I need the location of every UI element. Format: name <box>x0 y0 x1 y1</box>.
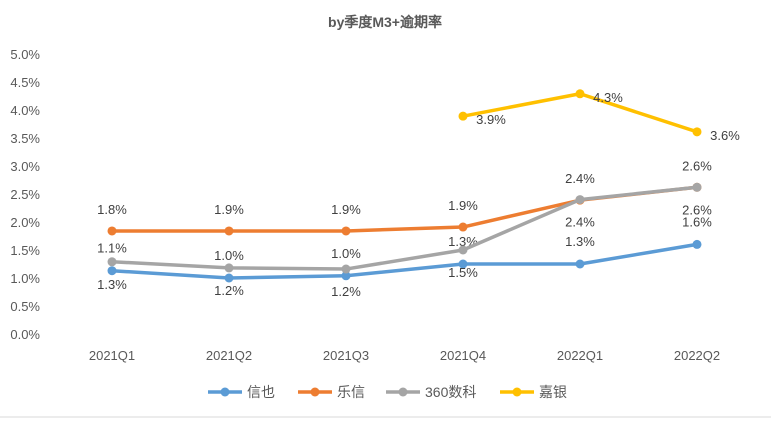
legend-marker <box>220 387 230 397</box>
data-label: 2.6% <box>682 158 712 173</box>
data-point <box>458 222 468 232</box>
legend-marker <box>512 387 522 397</box>
data-point <box>341 264 351 274</box>
legend-label: 信也 <box>247 384 275 400</box>
data-label: 2.4% <box>565 171 595 186</box>
legend-marker <box>310 387 320 397</box>
y-tick-label: 3.5% <box>10 131 40 146</box>
data-point <box>107 266 117 276</box>
x-tick-label: 2021Q2 <box>206 348 252 363</box>
data-label: 1.9% <box>214 202 244 217</box>
y-tick-label: 2.5% <box>10 187 40 202</box>
data-point <box>341 226 351 236</box>
legend-label: 乐信 <box>337 384 365 400</box>
data-point <box>692 127 702 137</box>
data-label: 1.9% <box>331 202 361 217</box>
y-tick-label: 4.5% <box>10 75 40 90</box>
data-label: 1.2% <box>331 284 361 299</box>
data-point <box>224 273 234 283</box>
data-point <box>458 245 468 255</box>
data-label: 2.4% <box>565 215 595 230</box>
data-label: 1.1% <box>97 241 127 256</box>
series-line-1 <box>112 185 698 233</box>
data-point <box>692 239 702 249</box>
data-label: 2.6% <box>682 202 712 217</box>
data-label: 1.3% <box>97 277 127 292</box>
y-tick-label: 0.0% <box>10 327 40 342</box>
data-point <box>107 257 117 267</box>
y-tick-label: 0.5% <box>10 299 40 314</box>
data-label: 1.6% <box>682 214 712 229</box>
data-point <box>575 89 585 99</box>
data-point <box>224 226 234 236</box>
data-label: 1.3% <box>565 234 595 249</box>
x-tick-label: 2021Q4 <box>440 348 486 363</box>
legend-marker <box>398 387 408 397</box>
data-label: 1.0% <box>214 248 244 263</box>
x-tick-label: 2021Q1 <box>89 348 135 363</box>
data-label: 1.0% <box>331 246 361 261</box>
y-tick-label: 4.0% <box>10 103 40 118</box>
data-label: 1.8% <box>97 202 127 217</box>
data-label: 1.2% <box>214 283 244 298</box>
data-point <box>458 111 468 121</box>
x-tick-label: 2022Q1 <box>557 348 603 363</box>
series-line-0 <box>111 242 698 280</box>
y-tick-label: 1.0% <box>10 271 40 286</box>
data-label: 3.6% <box>710 128 740 143</box>
data-point <box>575 259 585 269</box>
data-label: 4.3% <box>593 90 623 105</box>
y-tick-label: 2.0% <box>10 215 40 230</box>
data-label: 1.9% <box>448 198 478 213</box>
data-point <box>341 271 351 281</box>
x-tick-label: 2021Q3 <box>323 348 369 363</box>
y-tick-label: 1.5% <box>10 243 40 258</box>
data-point <box>458 259 468 269</box>
y-tick-label: 5.0% <box>10 47 40 62</box>
chart-title: by季度M3+逾期率 <box>328 14 442 30</box>
x-tick-label: 2022Q2 <box>674 348 720 363</box>
legend-label: 嘉银 <box>539 384 567 400</box>
data-point <box>575 195 585 205</box>
data-point <box>107 226 117 236</box>
series-line-2 <box>111 185 698 271</box>
data-label: 3.9% <box>476 112 506 127</box>
y-tick-label: 3.0% <box>10 159 40 174</box>
data-point <box>692 182 702 192</box>
data-point <box>224 263 234 273</box>
legend-label: 360数科 <box>425 384 476 400</box>
data-label: 1.5% <box>448 265 478 280</box>
